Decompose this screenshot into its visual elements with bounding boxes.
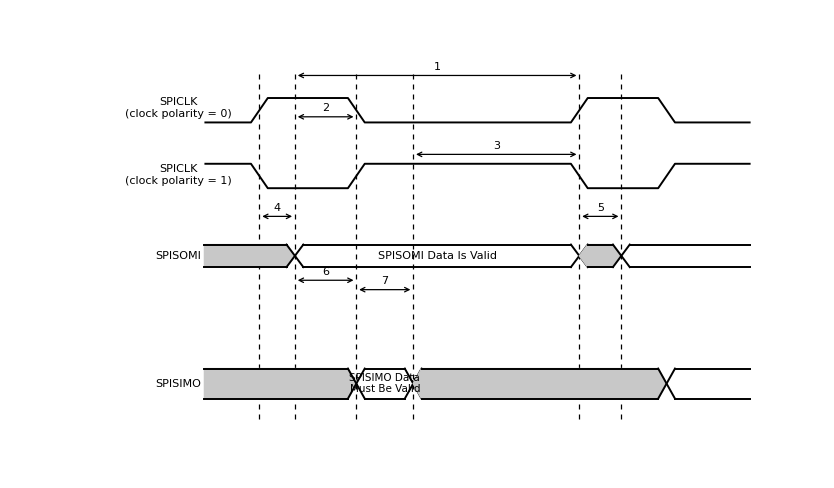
Polygon shape — [204, 368, 356, 399]
Text: SPISIMO: SPISIMO — [156, 379, 202, 388]
Text: SPISIMO Data
Must Be Valid: SPISIMO Data Must Be Valid — [349, 373, 420, 394]
Polygon shape — [580, 244, 621, 267]
Text: 4: 4 — [274, 203, 281, 213]
Text: 6: 6 — [322, 266, 329, 277]
Text: SPISOMI: SPISOMI — [156, 251, 202, 261]
Text: 5: 5 — [597, 203, 604, 213]
Text: 2: 2 — [322, 103, 329, 113]
Text: 1: 1 — [434, 61, 440, 72]
Text: SPICLK
(clock polarity = 1): SPICLK (clock polarity = 1) — [125, 164, 232, 186]
Polygon shape — [204, 244, 295, 267]
Text: SPICLK
(clock polarity = 0): SPICLK (clock polarity = 0) — [125, 98, 232, 119]
Text: 3: 3 — [493, 141, 500, 151]
Text: SPISOMI Data Is Valid: SPISOMI Data Is Valid — [378, 251, 496, 261]
Text: 7: 7 — [381, 276, 389, 286]
Polygon shape — [413, 368, 666, 399]
